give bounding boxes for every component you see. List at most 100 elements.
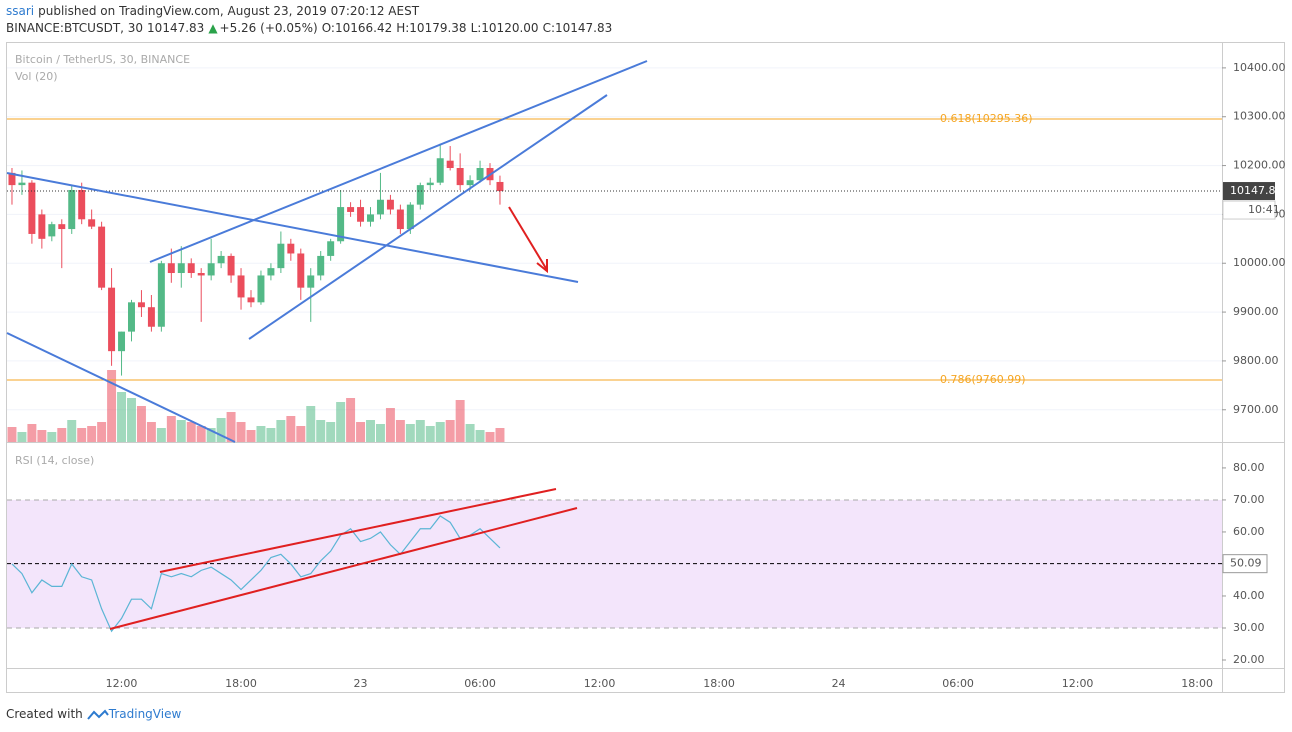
candle-body [396, 209, 404, 230]
volume-bar [296, 426, 306, 442]
volume-bar [117, 392, 127, 442]
y-tick-label: 60.00 [1233, 525, 1265, 538]
chart-title: Bitcoin / TetherUS, 30, BINANCE [15, 53, 190, 66]
y-tick-label: 40.00 [1233, 589, 1265, 602]
trend-line [6, 332, 236, 443]
up-arrow: ▲ [208, 21, 218, 35]
volume-bar [17, 432, 27, 442]
candle-body [317, 255, 325, 276]
close: C:10147.83 [542, 21, 613, 35]
y-tick-label: 9700.00 [1233, 403, 1279, 416]
candle-body [98, 226, 106, 288]
candle-body [118, 331, 126, 352]
volume-bar [246, 430, 256, 442]
y-tick-label: 20.00 [1233, 653, 1265, 666]
volume-bar [435, 422, 445, 442]
fib-label: 0.786(9760.99) [940, 373, 1026, 386]
candle-body [476, 168, 484, 181]
x-tick-label: 23 [354, 677, 368, 690]
x-tick-label: 06:00 [464, 677, 496, 690]
brand-text: TradingView [108, 707, 182, 721]
candle-body [197, 273, 205, 276]
candle-body [58, 224, 66, 230]
candle-body [177, 263, 185, 274]
volume-bar [146, 422, 156, 442]
volume-bar [276, 420, 286, 442]
countdown: 10:41 [1248, 203, 1280, 216]
volume-bar [336, 402, 346, 442]
publish-line: ssari published on TradingView.com, Augus… [6, 4, 423, 18]
candle-body [426, 182, 434, 186]
y-tick-label: 9800.00 [1233, 354, 1279, 367]
rsi-line [11, 515, 501, 633]
candle-body [327, 241, 335, 256]
x-tick-label: 18:00 [225, 677, 257, 690]
y-tick-label: 10400.00 [1233, 61, 1286, 74]
rsi-title: RSI (14, close) [15, 454, 94, 467]
candle-body [18, 182, 26, 186]
volume-bar [385, 408, 395, 442]
volume-bar [107, 370, 117, 442]
candle-body [376, 199, 384, 215]
volume-bar [495, 428, 505, 442]
y-tick-label: 10000.00 [1233, 256, 1286, 269]
candle-body [78, 189, 86, 220]
volume-bar [266, 428, 276, 442]
volume-bar [415, 420, 425, 442]
candle-body [217, 255, 225, 264]
candle-body [357, 207, 365, 222]
x-tick-label: 18:00 [703, 677, 735, 690]
volume-bar [306, 406, 316, 442]
candle-body [406, 204, 414, 230]
volume-bar [186, 422, 196, 442]
low: L:10120.00 [470, 21, 539, 35]
candle-body [307, 275, 315, 288]
x-tick-label: 18:00 [1181, 677, 1213, 690]
candle-body [237, 275, 245, 298]
candle-body [68, 189, 76, 230]
candle-body [28, 182, 36, 234]
author[interactable]: ssari [6, 4, 35, 18]
candle-body [108, 287, 116, 352]
brand[interactable]: TradingView [87, 707, 186, 721]
candle-body [128, 302, 135, 332]
symbol: BINANCE:BTCUSDT, 30 [6, 21, 144, 35]
candle-body [436, 158, 444, 183]
last-price-box [1223, 182, 1275, 201]
candle-body [147, 307, 155, 327]
published: published on TradingView.com, August 23,… [38, 4, 420, 18]
footer: Created with TradingView [6, 707, 189, 721]
volume-label: Vol (20) [15, 70, 58, 83]
candle-body [456, 168, 464, 186]
volume-bar [425, 426, 435, 442]
candle-body [167, 263, 175, 274]
volume-bar [326, 422, 336, 442]
rsi-band [7, 499, 1222, 628]
y-tick-label: 80.00 [1233, 461, 1265, 474]
countdown-box [1222, 200, 1276, 220]
volume-bar [375, 424, 385, 442]
volume-bar [256, 426, 266, 442]
fib-label: 0.618(10295.36) [940, 112, 1033, 125]
candle-body [386, 199, 394, 210]
candle-body [207, 263, 215, 276]
change: +5.26 (+0.05%) [219, 21, 318, 35]
candle-body [257, 275, 265, 303]
y-tick-label: 10300.00 [1233, 110, 1286, 123]
candle-body [367, 214, 374, 222]
y-tick-label: 10200.00 [1233, 159, 1286, 172]
logo [87, 708, 109, 720]
volume-bar [57, 428, 67, 442]
candle-body [88, 219, 96, 227]
candle-body [38, 214, 46, 239]
y-tick-label: 9900.00 [1233, 305, 1279, 318]
x-tick-label: 12:00 [1062, 677, 1094, 690]
volume-bar [236, 422, 246, 442]
volume-bar [455, 400, 465, 442]
candle-body [446, 160, 454, 169]
volume-bar [27, 424, 37, 442]
x-tick-label: 12:00 [106, 677, 138, 690]
candle-body [48, 224, 56, 237]
candle-body [496, 181, 504, 192]
